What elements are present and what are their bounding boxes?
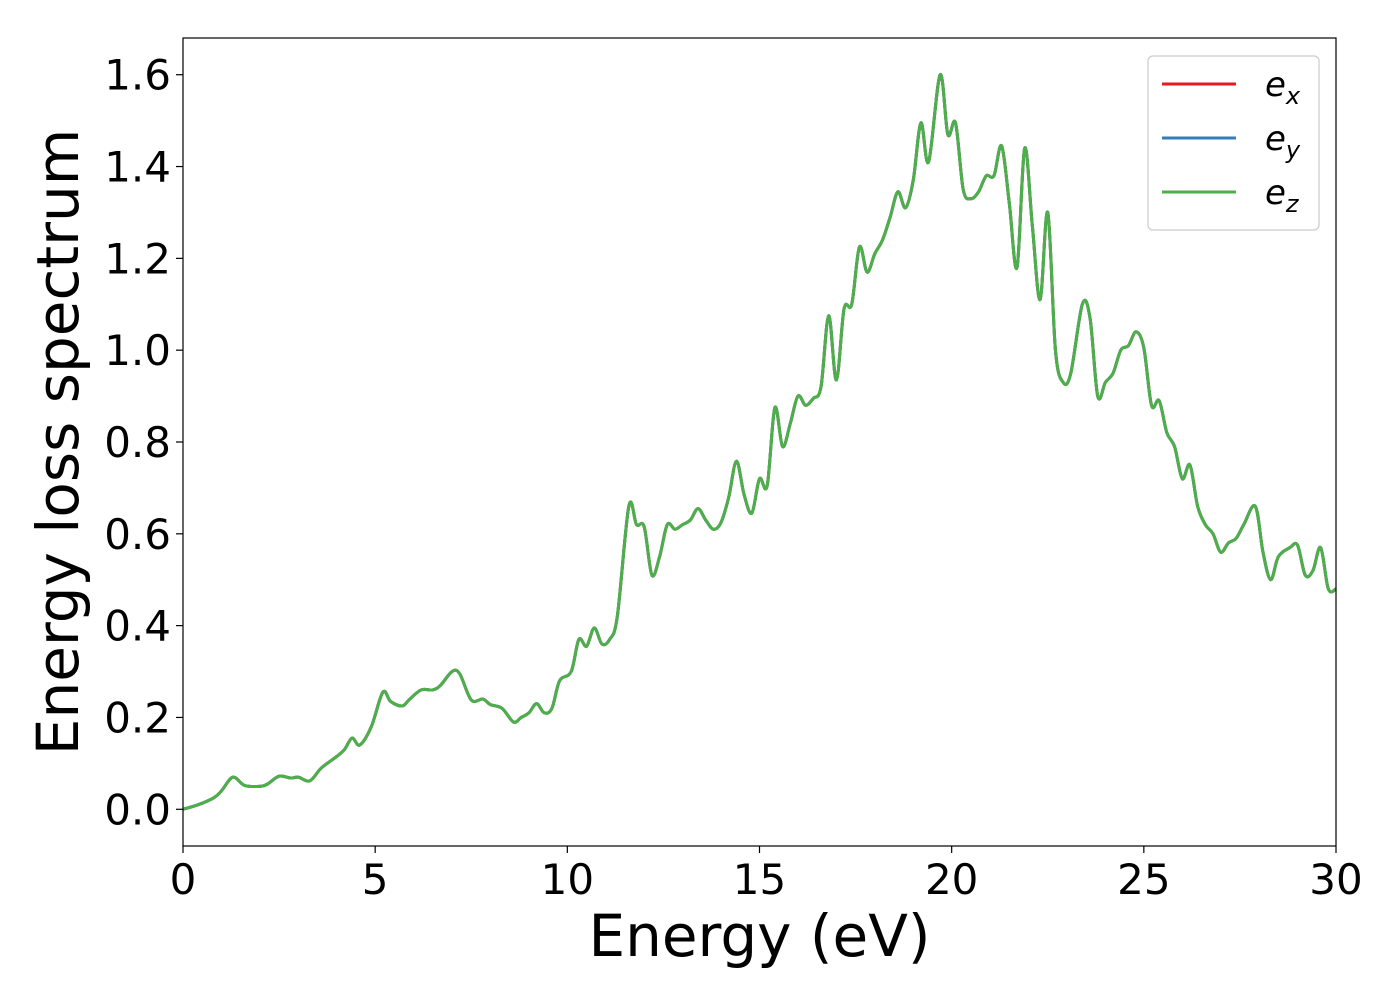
legend-box	[1147, 55, 1320, 231]
y-tick-label: 0.2	[104, 693, 171, 742]
x-tick-label: 5	[362, 855, 389, 904]
x-tick-label: 10	[541, 855, 594, 904]
y-tick-label: 0.4	[104, 602, 171, 651]
y-tick-label: 1.6	[104, 51, 171, 100]
y-tick-label: 0.0	[104, 785, 171, 834]
y-tick-label: 1.4	[104, 143, 171, 192]
x-tick-label: 15	[733, 855, 786, 904]
x-tick-label: 0	[170, 855, 197, 904]
legend-label: ez	[1265, 173, 1300, 218]
x-tick-label: 20	[925, 855, 978, 904]
series-layer	[183, 73, 1336, 811]
x-axis: 0 5 10 15 20 25 30	[170, 846, 1363, 904]
x-axis-title: Energy (eV)	[588, 902, 930, 970]
y-tick-label: 1.0	[104, 326, 171, 375]
y-axis-title: Energy loss spectrum	[24, 129, 92, 755]
legend-label: ey	[1265, 119, 1301, 164]
x-tick-label: 25	[1117, 855, 1170, 904]
y-tick-label: 1.2	[104, 234, 171, 283]
legend-label: ex	[1265, 65, 1301, 110]
x-tick-label: 30	[1309, 855, 1362, 904]
legend: ex ey ez	[1147, 55, 1320, 231]
series-line-e-z	[183, 73, 1336, 811]
y-tick-label: 0.6	[104, 510, 171, 559]
y-axis: 0.0 0.2 0.4 0.6 0.8 1.0 1.2 1.4 1.6	[104, 51, 183, 834]
y-tick-label: 0.8	[104, 418, 171, 467]
